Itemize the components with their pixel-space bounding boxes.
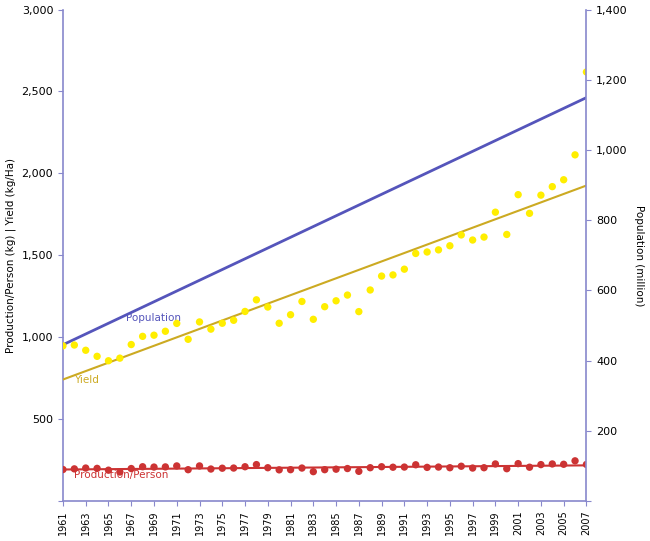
Point	[81, 346, 91, 354]
Point	[422, 248, 432, 256]
Point	[251, 460, 261, 469]
Point	[525, 209, 535, 217]
Point	[103, 466, 114, 474]
Point	[331, 465, 341, 473]
Point	[479, 233, 489, 241]
Point	[263, 303, 273, 312]
Point	[456, 230, 467, 239]
Point	[240, 463, 250, 471]
Point	[331, 296, 341, 305]
Text: Yield: Yield	[74, 375, 99, 385]
Point	[126, 340, 136, 349]
Point	[513, 459, 523, 468]
Point	[285, 311, 296, 319]
Point	[547, 460, 558, 469]
Point	[205, 465, 216, 473]
Point	[308, 315, 318, 324]
Point	[422, 463, 432, 472]
Y-axis label: Population (million): Population (million)	[634, 204, 644, 306]
Point	[58, 465, 68, 474]
Point	[137, 332, 148, 341]
Point	[205, 325, 216, 333]
Point	[581, 460, 592, 469]
Point	[502, 230, 512, 239]
Point	[126, 464, 136, 473]
Point	[479, 464, 489, 472]
Point	[285, 465, 296, 474]
Point	[274, 465, 285, 474]
Point	[434, 246, 444, 254]
Point	[160, 327, 170, 335]
Point	[388, 270, 398, 279]
Point	[92, 352, 102, 361]
Point	[114, 354, 125, 362]
Point	[58, 341, 68, 350]
Point	[445, 464, 455, 472]
Point	[411, 460, 421, 469]
Point	[456, 462, 467, 471]
Point	[228, 316, 239, 325]
Point	[217, 464, 228, 472]
Point	[490, 208, 501, 216]
Text: Population: Population	[125, 313, 181, 323]
Point	[274, 319, 285, 327]
Point	[194, 318, 205, 326]
Point	[570, 457, 580, 465]
Point	[536, 460, 546, 469]
Point	[172, 319, 182, 328]
Point	[149, 463, 159, 471]
Point	[376, 272, 387, 280]
Point	[69, 341, 79, 349]
Point	[354, 467, 364, 476]
Point	[194, 461, 205, 470]
Point	[343, 464, 353, 473]
Point	[399, 265, 410, 274]
Point	[69, 465, 79, 473]
Point	[536, 191, 546, 200]
Point	[467, 236, 478, 245]
Point	[92, 464, 102, 473]
Point	[434, 463, 444, 471]
Point	[411, 249, 421, 258]
Point	[297, 464, 307, 472]
Point	[149, 331, 159, 340]
Point	[502, 464, 512, 473]
Point	[103, 357, 114, 365]
Text: Production/Person: Production/Person	[74, 470, 169, 480]
Y-axis label: Production/Person (kg) | Yield (kg/Ha): Production/Person (kg) | Yield (kg/Ha)	[6, 158, 16, 353]
Point	[388, 463, 398, 472]
Point	[297, 297, 307, 306]
Point	[308, 467, 318, 476]
Point	[81, 464, 91, 472]
Point	[183, 465, 193, 474]
Point	[251, 295, 261, 304]
Point	[320, 302, 330, 311]
Point	[376, 463, 387, 471]
Point	[320, 465, 330, 474]
Point	[513, 190, 523, 199]
Point	[547, 182, 558, 191]
Point	[365, 464, 376, 472]
Point	[263, 464, 273, 472]
Point	[490, 460, 501, 469]
Point	[365, 286, 376, 294]
Point	[570, 150, 580, 159]
Point	[558, 460, 569, 469]
Point	[217, 319, 228, 327]
Point	[343, 291, 353, 299]
Point	[228, 464, 239, 472]
Point	[525, 463, 535, 472]
Point	[558, 175, 569, 184]
Point	[581, 68, 592, 76]
Point	[114, 467, 125, 476]
Point	[172, 461, 182, 470]
Point	[354, 307, 364, 316]
Point	[467, 464, 478, 472]
Point	[399, 463, 410, 471]
Point	[445, 241, 455, 250]
Point	[183, 335, 193, 344]
Point	[160, 463, 170, 471]
Point	[137, 463, 148, 471]
Point	[240, 307, 250, 316]
